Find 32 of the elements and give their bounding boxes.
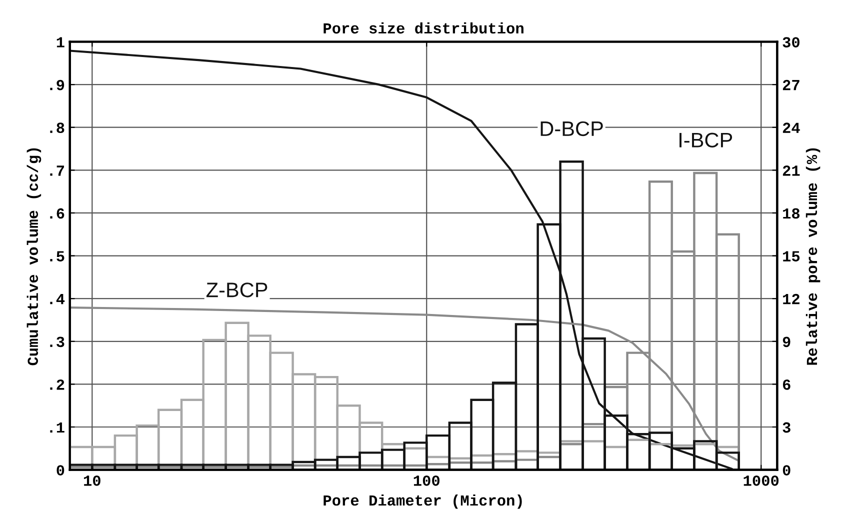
y-tick-label: 0: [56, 465, 64, 476]
series-label: Z-BCP: [206, 282, 268, 298]
y-tick-label: .8: [50, 122, 64, 134]
y2-tick-label: 0: [782, 465, 790, 476]
y2-tick-label: 24: [782, 122, 800, 133]
series-label: I-BCP: [680, 132, 732, 148]
y2-tick-label: 15: [783, 251, 800, 262]
y-tick-label: .9: [50, 80, 64, 90]
y2-tick-label: 9: [782, 336, 790, 348]
x-tick-label: 10: [84, 476, 100, 486]
y2-tick-label: 18: [783, 208, 800, 219]
y-tick-label: .1: [50, 422, 64, 433]
y-tick-label: .7: [50, 166, 64, 176]
y2-tick-label: 3: [782, 422, 790, 433]
y2-tick-label: 30: [782, 37, 800, 48]
y2-tick-label: 21: [782, 165, 800, 176]
series-label: D-BCP: [540, 121, 603, 136]
y-axis-title: Cumulative volume (cc/g): [26, 148, 42, 366]
y-tick-label: 1: [56, 37, 64, 48]
y-tick-label: .4: [50, 294, 65, 304]
y-tick-label: .6: [50, 208, 64, 219]
y-tick-label: .3: [50, 336, 64, 348]
y2-tick-label: 6: [782, 380, 790, 390]
x-axis-title: Pore Diameter (Micron): [324, 494, 522, 509]
chart-title: Pore size distribution: [324, 22, 524, 34]
x-tick-label: 100: [414, 476, 440, 486]
y2-axis-title: Relative pore volume (%): [806, 148, 820, 365]
y-tick-label: .2: [50, 380, 64, 390]
y-tick-label: .5: [50, 251, 64, 262]
y2-tick-label: 27: [782, 80, 800, 90]
x-tick-label: 1000: [744, 476, 779, 486]
y2-tick-label: 12: [783, 294, 800, 304]
